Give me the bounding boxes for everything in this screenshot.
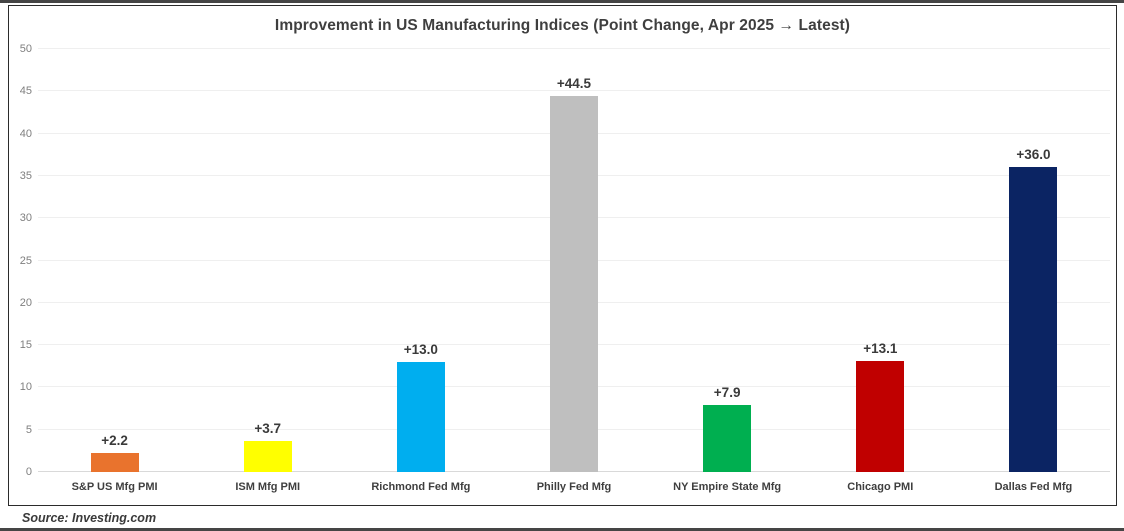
y-axis-tick-labels: 0 5 10 15 20 25 30 35 40 45 50 bbox=[9, 43, 35, 478]
category-label: NY Empire State Mfg bbox=[673, 481, 782, 493]
chart-box: Improvement in US Manufacturing Indices … bbox=[8, 5, 1117, 506]
gridline-50 bbox=[38, 48, 1110, 49]
y-tick-label-15: 15 bbox=[19, 339, 32, 352]
y-tick-label-10: 10 bbox=[19, 381, 32, 394]
y-tick-label-40: 40 bbox=[19, 127, 32, 140]
plot-area: +2.2 +3.7 +13.0 +44.5 +7.9 +13.1 +36.0 bbox=[38, 48, 1110, 472]
bar-column: +13.0 bbox=[344, 49, 497, 472]
y-tick-label-35: 35 bbox=[19, 169, 32, 182]
bar-value-label: +7.9 bbox=[713, 385, 741, 401]
category-label: Dallas Fed Mfg bbox=[994, 481, 1073, 493]
bar-column: +44.5 bbox=[497, 49, 650, 472]
category-label: Richmond Fed Mfg bbox=[371, 481, 471, 493]
bar-value-label: +44.5 bbox=[556, 75, 592, 91]
category-label: Chicago PMI bbox=[847, 481, 914, 493]
y-tick-label-5: 5 bbox=[25, 423, 32, 436]
bar-ny-empire-state-mfg bbox=[703, 405, 752, 472]
y-tick-label-50: 50 bbox=[19, 43, 32, 55]
chart-title: Improvement in US Manufacturing Indices … bbox=[274, 17, 851, 34]
bar-column: +2.2 bbox=[38, 49, 191, 472]
category-label: ISM Mfg PMI bbox=[235, 481, 301, 493]
y-tick-label-20: 20 bbox=[19, 296, 32, 309]
bar-column: +13.1 bbox=[804, 49, 957, 472]
bar-dallas-fed-mfg bbox=[1009, 167, 1058, 472]
bar-value-label: +13.0 bbox=[403, 342, 438, 358]
bar-value-label: +2.2 bbox=[101, 433, 128, 449]
x-axis-category-labels: S&P US Mfg PMI ISM Mfg PMI Richmond Fed Mf… bbox=[38, 481, 1110, 493]
bar-richmond-fed-mfg bbox=[396, 362, 445, 472]
bar-column: +7.9 bbox=[651, 49, 804, 472]
bar-column: +3.7 bbox=[191, 49, 344, 472]
gridline-45 bbox=[38, 90, 1110, 92]
category-label: S&P US Mfg PMI bbox=[71, 481, 158, 493]
bar-philly-fed-mfg bbox=[549, 95, 598, 472]
bar-value-label: +13.1 bbox=[863, 341, 898, 357]
y-tick-label-30: 30 bbox=[19, 212, 32, 225]
bar-value-label: +3.7 bbox=[254, 420, 282, 436]
y-tick-label-25: 25 bbox=[19, 254, 32, 267]
source-note: Source: Investing.com bbox=[22, 511, 157, 525]
bar-chicago-pmi bbox=[856, 361, 905, 472]
y-tick-label-45: 45 bbox=[19, 85, 32, 98]
category-label: Philly Fed Mfg bbox=[536, 481, 612, 493]
bar-s-p-us-mfg-pmi bbox=[90, 453, 139, 472]
bar-column: +36.0 bbox=[957, 49, 1110, 472]
bar-ism-mfg-pmi bbox=[243, 440, 292, 472]
y-tick-label-0: 0 bbox=[25, 466, 32, 478]
bar-value-label: +36.0 bbox=[1016, 147, 1051, 163]
